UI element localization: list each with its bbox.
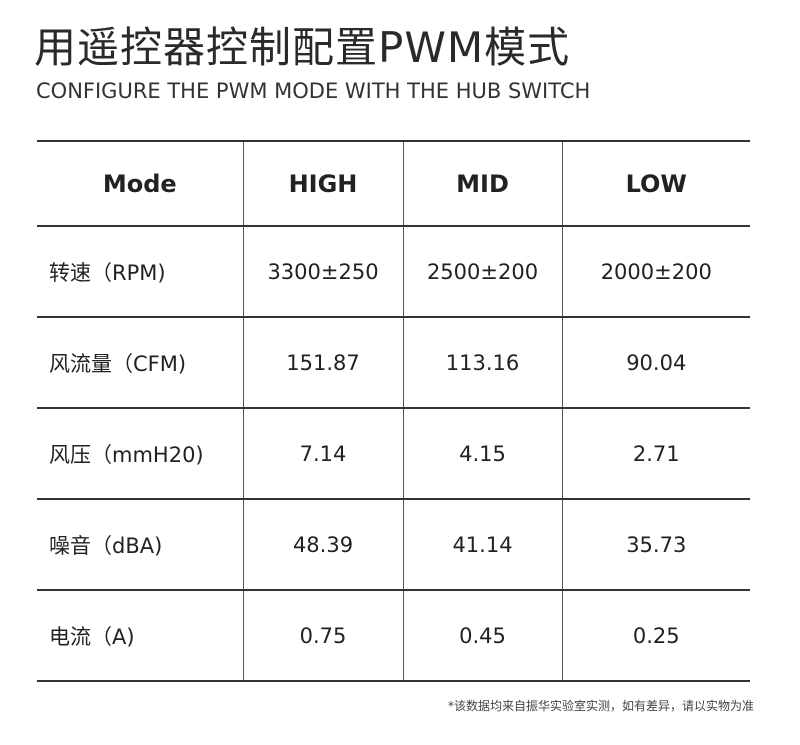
header-row: Mode HIGH MID LOW (37, 140, 750, 227)
row-label: 电流（A) (37, 589, 244, 682)
row-label: 转速（RPM) (37, 225, 244, 318)
table-cell: 0.45 (402, 589, 563, 682)
table-cell: 7.14 (242, 407, 404, 500)
table-cell: 2000±200 (561, 225, 750, 318)
column-header: HIGH (242, 140, 404, 227)
subtitle: CONFIGURE THE PWM MODE WITH THE HUB SWIT… (36, 79, 591, 103)
table-cell: 48.39 (242, 498, 404, 591)
row-label: 噪音（dBA) (37, 498, 244, 591)
column-header: MID (402, 140, 563, 227)
table-cell: 113.16 (402, 316, 563, 409)
table-cell: 35.73 (561, 498, 750, 591)
table-cell: 2.71 (561, 407, 750, 500)
table-cell: 2500±200 (402, 225, 563, 318)
table-row: 电流（A) 0.75 0.45 0.25 (37, 589, 750, 682)
table-row: 噪音（dBA) 48.39 41.14 35.73 (37, 498, 750, 591)
table-cell: 90.04 (561, 316, 750, 409)
row-label: 风流量（CFM) (37, 316, 244, 409)
table-row: 转速（RPM) 3300±250 2500±200 2000±200 (37, 225, 750, 318)
table-cell: 3300±250 (242, 225, 404, 318)
table-body: 转速（RPM) 3300±250 2500±200 2000±200 风流量（CFM) 1… (37, 225, 750, 682)
column-header: Mode (37, 140, 244, 227)
column-header: LOW (561, 140, 750, 227)
table-cell: 4.15 (402, 407, 563, 500)
table-cell: 0.25 (561, 589, 750, 682)
footnote: *该数据均来自振华实验室实测，如有差异，请以实物为准 (447, 699, 754, 713)
spec-table: Mode HIGH MID LOW 转速（RPM) 3300±250 2500±200 20… (37, 140, 750, 682)
row-label: 风压（mmH20) (37, 407, 244, 500)
table-row: 风压（mmH20) 7.14 4.15 2.71 (37, 407, 750, 500)
table-cell: 151.87 (242, 316, 404, 409)
title: 用遥控器控制配置PWM模式 (34, 23, 571, 72)
table-cell: 41.14 (402, 498, 563, 591)
table-cell: 0.75 (242, 589, 404, 682)
table-row: 风流量（CFM) 151.87 113.16 90.04 (37, 316, 750, 409)
